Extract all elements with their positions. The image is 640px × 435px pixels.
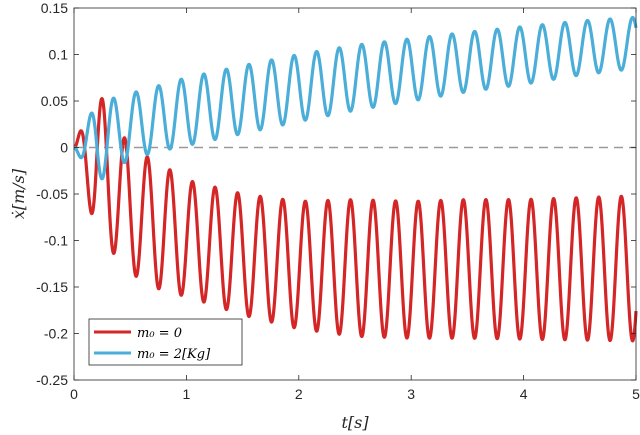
y-tick-label: 0.1 <box>49 47 69 63</box>
legend-entry-m0-2kg: m₀ = 2[Kg] <box>137 347 211 362</box>
y-axis-ticks: 0.15 0.1 0.05 0 -0.05 -0.1 -0.15 -0.2 -0.25 <box>36 0 636 388</box>
y-tick-label: -0.15 <box>36 279 68 295</box>
legend: m₀ = 0 m₀ = 2[Kg] <box>88 318 243 366</box>
series-group <box>72 15 638 343</box>
legend-box <box>88 318 243 366</box>
x-tick-label: 1 <box>183 386 191 402</box>
y-tick-label: 0.15 <box>41 0 68 16</box>
x-axis-ticks: 0 1 2 3 4 5 <box>70 8 640 402</box>
x-axis-label: t[s] <box>341 413 369 432</box>
x-tick-label: 3 <box>407 386 415 402</box>
y-tick-label: -0.2 <box>44 326 68 342</box>
y-tick-label: -0.1 <box>44 233 68 249</box>
x-tick-label: 4 <box>520 386 528 402</box>
legend-entry-m0-zero: m₀ = 0 <box>137 326 182 341</box>
y-axis-label: ẋ[m/s] <box>9 168 28 219</box>
y-tick-label: -0.05 <box>36 186 68 202</box>
y-tick-label: 0 <box>60 140 68 156</box>
y-tick-label: 0.05 <box>41 93 68 109</box>
x-tick-label: 5 <box>632 386 640 402</box>
series-line-m0-zero <box>72 97 638 343</box>
y-tick-label: -0.25 <box>36 372 68 388</box>
series-line-m0-2kg <box>72 15 638 181</box>
x-tick-label: 2 <box>295 386 303 402</box>
x-tick-label: 0 <box>70 386 78 402</box>
